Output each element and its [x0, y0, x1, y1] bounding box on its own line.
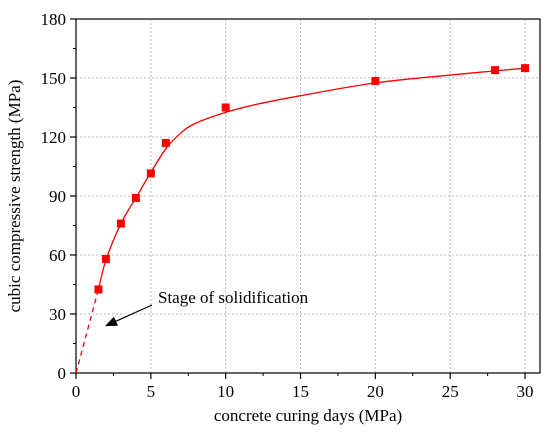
data-point — [221, 103, 230, 112]
x-tick-label: 0 — [72, 382, 81, 401]
y-tick-label: 60 — [49, 246, 66, 265]
data-point — [146, 169, 155, 178]
data-point — [161, 138, 170, 147]
data-point — [94, 285, 103, 294]
x-tick-label: 5 — [147, 382, 156, 401]
y-tick-label: 30 — [49, 305, 66, 324]
y-tick-label: 90 — [49, 187, 66, 206]
axis-ticks: 0 5 10 15 20 25 30 0 30 60 90 120 150 180 — [41, 10, 534, 401]
grid-lines — [76, 19, 540, 373]
y-tick-label: 0 — [58, 364, 67, 383]
data-point — [371, 76, 380, 85]
y-axis-label: cubic compressive strength (MPa) — [5, 80, 24, 313]
data-point — [521, 64, 530, 73]
data-points — [94, 64, 530, 294]
x-tick-label: 30 — [517, 382, 534, 401]
fit-curve — [97, 67, 526, 290]
x-tick-label: 10 — [217, 382, 234, 401]
x-tick-label: 15 — [292, 382, 309, 401]
x-axis-label: concrete curing days (MPa) — [214, 406, 402, 425]
y-tick-label: 120 — [41, 128, 67, 147]
fit-curve-extrapolation — [75, 289, 100, 374]
data-point — [131, 193, 140, 202]
x-tick-label: 20 — [367, 382, 384, 401]
data-point — [116, 219, 125, 228]
x-tick-label: 25 — [442, 382, 459, 401]
y-tick-label: 180 — [41, 10, 67, 29]
data-point — [491, 66, 500, 75]
annotation-arrow — [105, 304, 153, 327]
data-point — [101, 254, 110, 263]
annotation: Stage of solidification — [105, 288, 309, 327]
y-tick-label: 150 — [41, 69, 67, 88]
annotation-text: Stage of solidification — [158, 288, 309, 307]
